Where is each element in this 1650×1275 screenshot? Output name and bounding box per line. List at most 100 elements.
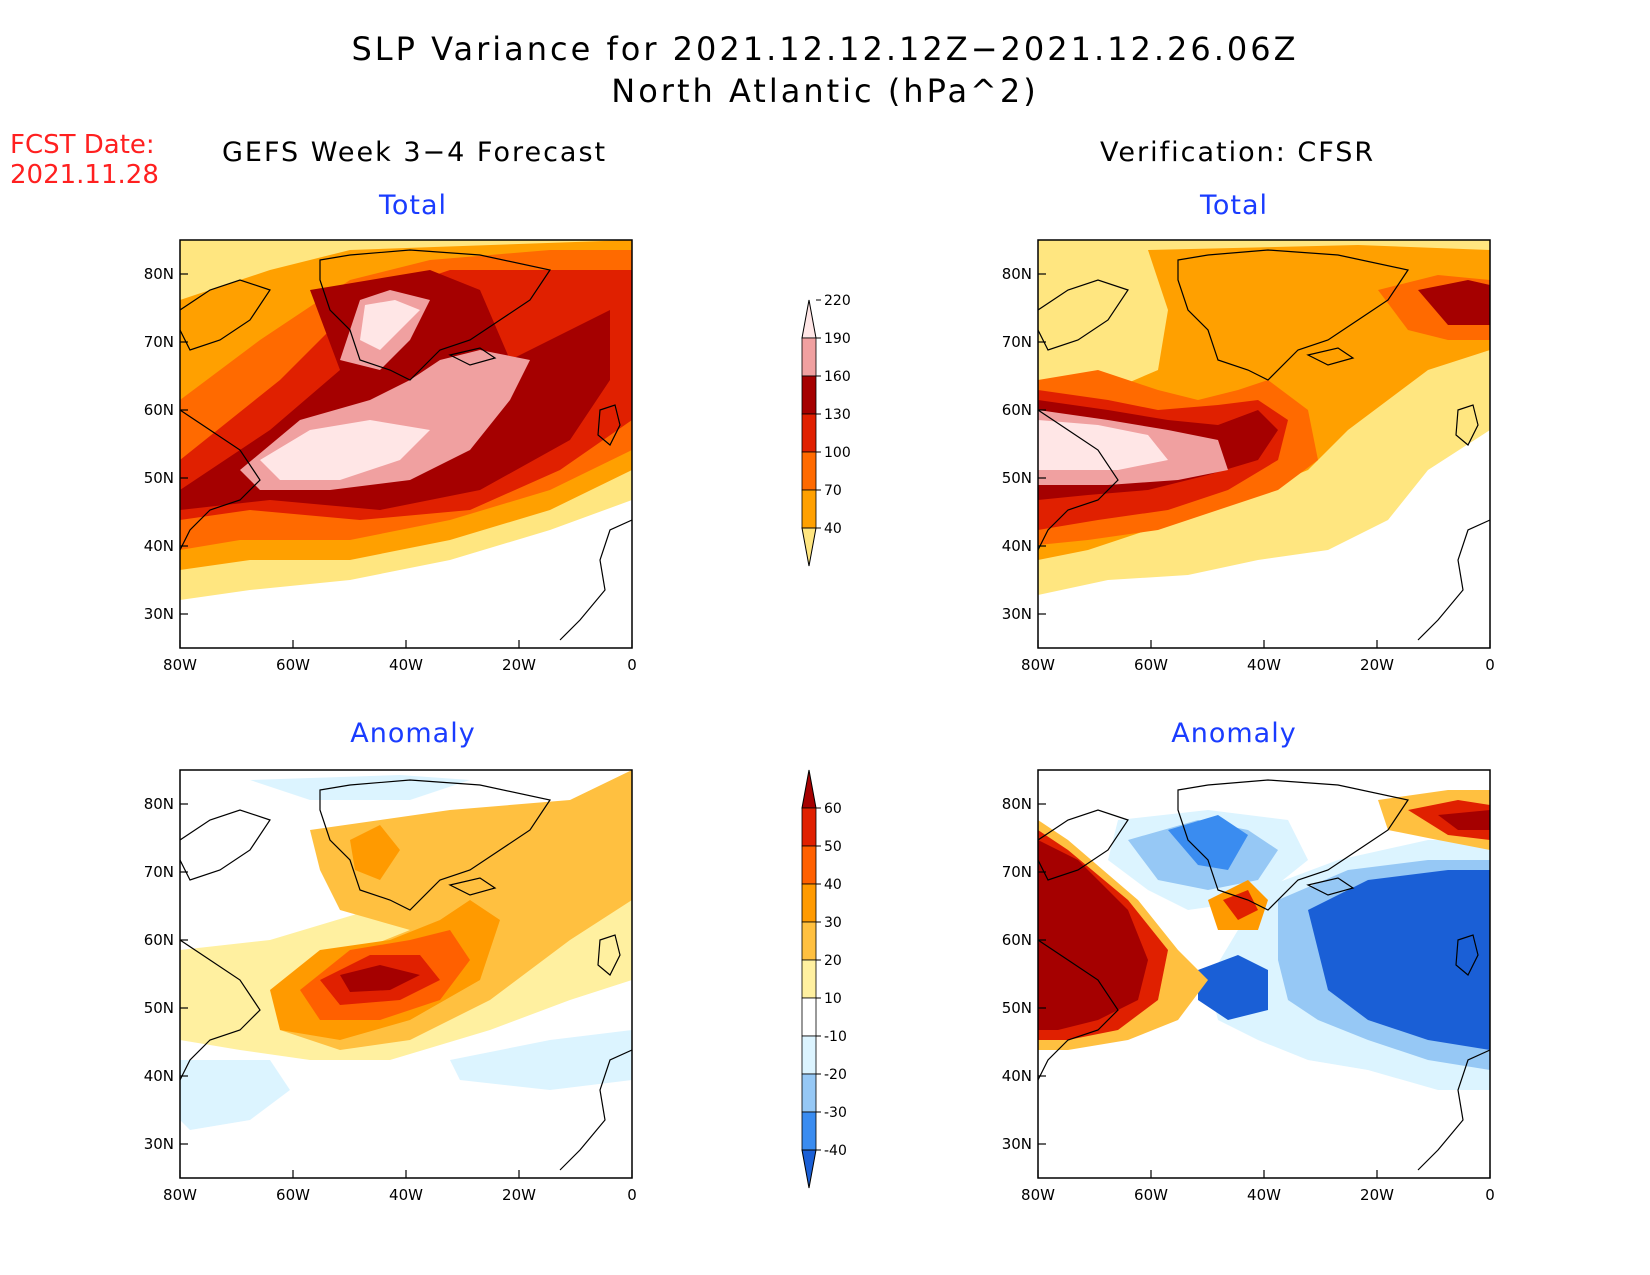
- lat-label: 40N: [1002, 1067, 1032, 1085]
- contour-fill: [1038, 770, 1490, 1178]
- map-panel-gefs-anomaly: 80N 70N 60N 50N 40N 30N 80W 60W 40W 20W 0: [144, 769, 637, 1204]
- lat-label: 80N: [1002, 795, 1032, 813]
- lon-label: 0: [1485, 1186, 1495, 1204]
- lat-label: 50N: [1002, 469, 1032, 487]
- colorbar-swatch: [801, 997, 817, 1037]
- colorbar-swatch: [801, 337, 817, 377]
- colorbar-label: 60: [824, 801, 842, 817]
- coastlines: [180, 249, 632, 641]
- lat-label: 30N: [144, 605, 174, 623]
- colorbar-label: 190: [824, 331, 851, 347]
- lat-label: 70N: [144, 863, 174, 881]
- lon-label: 80W: [163, 1186, 197, 1204]
- lon-label: 0: [627, 1186, 637, 1204]
- colorbar-swatch: [801, 375, 817, 415]
- lat-label: 30N: [1002, 1135, 1032, 1153]
- colorbar-swatch: [801, 921, 817, 961]
- colorbar-swatch: [801, 959, 817, 999]
- lon-label: 80W: [1021, 1186, 1055, 1204]
- contour-fill: [1038, 240, 1490, 648]
- colorbar-label: 40: [824, 521, 842, 537]
- lon-label: 40W: [1247, 656, 1281, 674]
- colorbar-swatch: [801, 489, 817, 529]
- coastlines: [1038, 249, 1490, 641]
- colorbar-swatch: [801, 451, 817, 491]
- colorbar-label: 130: [824, 407, 851, 423]
- colorbar-label: -20: [824, 1067, 847, 1083]
- lat-label: 40N: [1002, 537, 1032, 555]
- lat-label: 70N: [1002, 333, 1032, 351]
- lat-label: 80N: [144, 795, 174, 813]
- colorbar-label: 70: [824, 483, 842, 499]
- map-panel-gefs-total: 80N 70N 60N 50N 40N 30N 80W 60W 40W 20W 0: [144, 239, 637, 674]
- lon-label: 0: [627, 656, 637, 674]
- lon-ticks: 80W 60W 40W 20W 0: [163, 1170, 637, 1204]
- lat-ticks: 80N 70N 60N 50N 40N 30N: [144, 265, 188, 623]
- colorbar-label: -30: [824, 1105, 847, 1121]
- colorbar-label: 100: [824, 445, 851, 461]
- lon-label: 60W: [276, 656, 310, 674]
- panel-subtitle-cfsr-total: Total: [1199, 190, 1269, 221]
- panel-subtitle-cfsr-anomaly: Anomaly: [1171, 718, 1297, 749]
- colorbar-swatch: [801, 1111, 817, 1151]
- colorbar-anomaly: -40 -30 -20 -10 10 20 30 40 50 60: [801, 769, 847, 1189]
- lon-ticks: 80W 60W 40W 20W 0: [1021, 1170, 1495, 1204]
- lon-label: 20W: [502, 656, 536, 674]
- lon-ticks: 80W 60W 40W 20W 0: [163, 640, 637, 674]
- lat-label: 80N: [144, 265, 174, 283]
- panel-subtitle-gefs-total: Total: [378, 190, 448, 221]
- colorbar-label: 40: [824, 877, 842, 893]
- lat-ticks: 80N 70N 60N 50N 40N 30N: [144, 795, 188, 1153]
- lon-label: 20W: [1360, 656, 1394, 674]
- main-title: SLP Variance for 2021.12.12.12Z−2021.12.…: [351, 30, 1299, 68]
- lon-label: 20W: [1360, 1186, 1394, 1204]
- colorbar-label: 30: [824, 915, 842, 931]
- right-column-title: Verification: CFSR: [1100, 137, 1376, 168]
- colorbar-total: 40 70 100 130 160 190 220: [801, 293, 851, 567]
- lat-label: 70N: [1002, 863, 1032, 881]
- colorbar-swatch: [801, 527, 817, 567]
- fcst-date-label: FCST Date:: [10, 130, 155, 160]
- lat-label: 30N: [144, 1135, 174, 1153]
- lon-ticks: 80W 60W 40W 20W 0: [1021, 640, 1495, 674]
- map-panel-cfsr-anomaly: 80N 70N 60N 50N 40N 30N 80W 60W 40W 20W 0: [1002, 769, 1495, 1204]
- lat-label: 70N: [144, 333, 174, 351]
- lon-label: 0: [1485, 656, 1495, 674]
- lat-label: 60N: [1002, 931, 1032, 949]
- colorbar-label: 160: [824, 369, 851, 385]
- lat-label: 80N: [1002, 265, 1032, 283]
- lat-label: 40N: [144, 1067, 174, 1085]
- colorbar-swatch: [801, 1073, 817, 1113]
- lat-label: 50N: [144, 469, 174, 487]
- lon-label: 80W: [163, 656, 197, 674]
- map-panel-cfsr-total: 80N 70N 60N 50N 40N 30N 80W 60W 40W 20W 0: [1002, 239, 1495, 674]
- colorbar-swatch: [801, 769, 817, 809]
- main-subtitle: North Atlantic (hPa^2): [611, 72, 1039, 110]
- contour-fill: [180, 770, 632, 1178]
- lat-label: 40N: [144, 537, 174, 555]
- contour-fill: [180, 240, 632, 648]
- lat-label: 60N: [144, 401, 174, 419]
- lon-label: 40W: [1247, 1186, 1281, 1204]
- fcst-date-value: 2021.11.28: [10, 160, 159, 190]
- lat-label: 60N: [1002, 401, 1032, 419]
- colorbar-swatch: [801, 807, 817, 847]
- lat-label: 30N: [1002, 605, 1032, 623]
- colorbar-swatch: [801, 299, 817, 339]
- lon-label: 60W: [276, 1186, 310, 1204]
- colorbar-swatch: [801, 1035, 817, 1075]
- colorbar-label: 50: [824, 839, 842, 855]
- panel-subtitle-gefs-anomaly: Anomaly: [350, 718, 476, 749]
- lon-label: 60W: [1134, 1186, 1168, 1204]
- colorbar-label: 20: [824, 953, 842, 969]
- coastlines: [180, 779, 632, 1171]
- lat-label: 60N: [144, 931, 174, 949]
- colorbar-label: -10: [824, 1029, 847, 1045]
- lat-ticks: 80N 70N 60N 50N 40N 30N: [1002, 265, 1046, 623]
- colorbar-swatch: [801, 413, 817, 453]
- coastlines: [1038, 779, 1490, 1171]
- lat-ticks: 80N 70N 60N 50N 40N 30N: [1002, 795, 1046, 1153]
- lat-label: 50N: [144, 999, 174, 1017]
- lon-label: 40W: [389, 1186, 423, 1204]
- colorbar-label: 10: [824, 991, 842, 1007]
